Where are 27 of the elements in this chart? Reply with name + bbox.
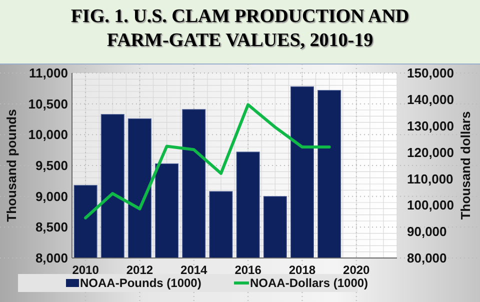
y2-axis-title: Thousand dollars (458, 111, 473, 220)
legend-label: NOAA-Dollars (1000) (250, 276, 368, 290)
y2-tick-label: 100,000 (407, 198, 454, 213)
x-tick-label: 2012 (126, 263, 154, 277)
x-tick-label: 2010 (72, 263, 100, 277)
y2-tick-label: 120,000 (407, 144, 454, 160)
y-tick-label: 9,500 (35, 158, 68, 174)
y2-tick-label: 80,000 (407, 250, 447, 266)
series-label: NOAA-Pounds (1000) (80, 276, 202, 290)
y-tick-label: 11,000 (28, 66, 68, 81)
y2-tick-label: 90,000 (407, 224, 447, 240)
x-tick-label: 2014 (180, 263, 208, 277)
y-tick-label: 10,500 (28, 96, 68, 112)
chart-title: FIG. 1. U.S. CLAM PRODUCTION AND FARM-GATE VALUES, 2010-19 (70, 6, 410, 51)
y-tick-label: 10,000 (28, 127, 68, 142)
y-tick-label: 8,500 (35, 220, 68, 235)
y-axis-title: Thousand pounds (4, 109, 19, 222)
line-series (84, 103, 331, 220)
x-tick-label: 2020 (343, 263, 370, 277)
y-tick-label: 9,000 (35, 188, 68, 204)
x-tick-label: 2016 (234, 263, 262, 277)
y2-tick-label: 140,000 (407, 92, 454, 107)
y2-tick-label: 130,000 (407, 118, 454, 134)
y2-tick-label: 110,000 (407, 171, 454, 186)
x-tick-label: 2018 (288, 263, 316, 277)
y-tick-label: 8,000 (35, 250, 68, 266)
y2-tick-label: 150,000 (407, 66, 454, 81)
